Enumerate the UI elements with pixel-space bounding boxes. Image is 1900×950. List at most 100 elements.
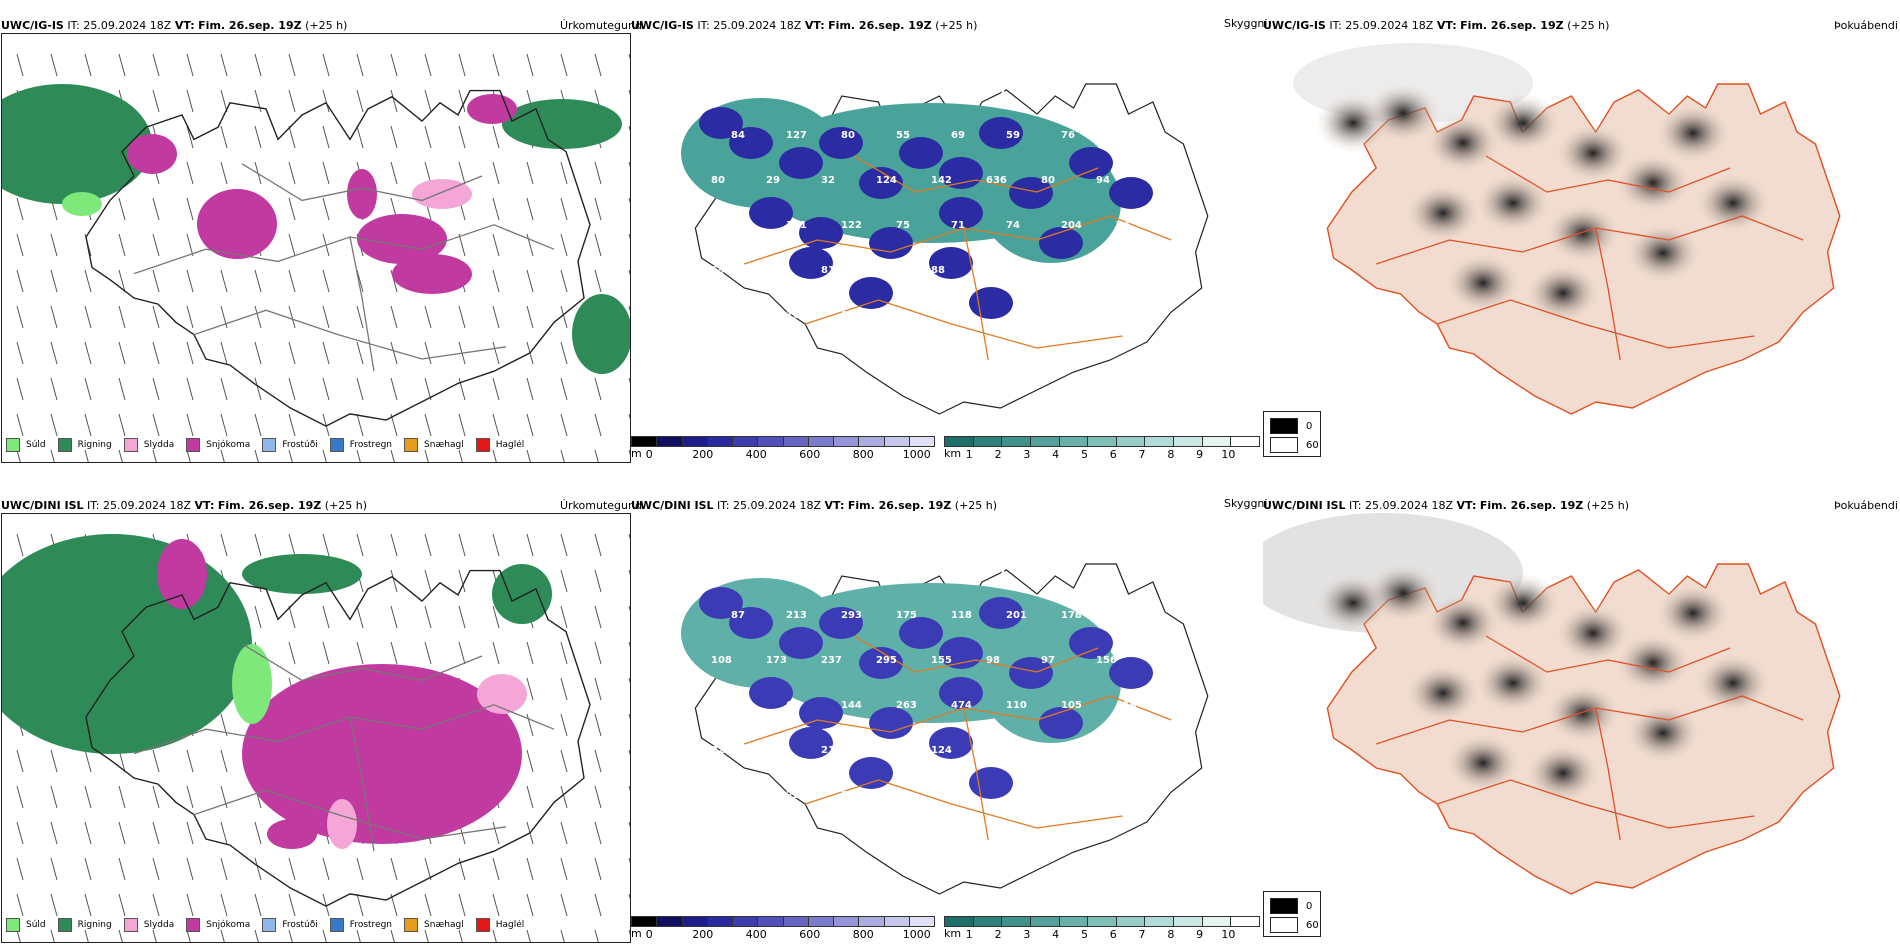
row2-precip-header: UWC/DINI ISL IT: 25.09.2024 18Z VT: Fim.…: [1, 499, 368, 512]
wind-barb: [186, 341, 194, 365]
ceiling-value-label: 75: [896, 220, 910, 231]
wind-barb: [152, 821, 160, 845]
wind-barb: [560, 341, 568, 365]
fog-index-cell: [1555, 123, 1631, 183]
wind-barb: [186, 857, 194, 881]
ceiling-value-label: 87: [711, 565, 725, 576]
wind-barb: [220, 413, 228, 437]
wind-barb: [288, 89, 296, 113]
legend-item-6: Snæhagl: [404, 918, 464, 932]
row2-cloud-map[interactable]: 87 84 79 156 77 107 183 93 87 213 293 175 118 201 178 1…: [631, 513, 1259, 913]
wind-barb: [628, 413, 630, 420]
wind-barb: [526, 449, 531, 462]
wind-barb: [16, 893, 24, 917]
row1-precip-map[interactable]: [1, 33, 631, 463]
wind-barb: [458, 569, 466, 593]
wind-barb: [560, 857, 568, 881]
ceiling-value-label: 263: [896, 700, 917, 711]
fog-index-cell: [1475, 653, 1551, 713]
wind-barb: [118, 269, 126, 293]
ceiling-bin-3: [707, 437, 733, 446]
wind-barb: [322, 341, 330, 365]
wind-barb: [492, 533, 500, 557]
wind-barb: [152, 53, 160, 77]
wind-barb: [526, 857, 534, 881]
wind-barb: [152, 233, 160, 257]
fog-index-cell: [1695, 173, 1771, 233]
wind-barb: [424, 53, 432, 77]
row1-fog-header: UWC/IG-IS IT: 25.09.2024 18Z VT: Fim. 26…: [1263, 19, 1610, 32]
ceiling-cell: [1069, 627, 1113, 659]
ceiling-cell: [749, 677, 793, 709]
snow-area: [127, 134, 177, 174]
wind-barb: [16, 53, 24, 77]
row1-precip-header: UWC/IG-IS IT: 25.09.2024 18Z VT: Fim. 26…: [1, 19, 348, 32]
wind-barb: [186, 821, 194, 845]
wind-barb: [356, 305, 364, 329]
road-line: [349, 716, 375, 852]
fog-index-cell: [1545, 683, 1621, 743]
wind-barb: [254, 341, 262, 365]
fog-index-cell: [1655, 103, 1731, 163]
ceiling-bin-9: [859, 917, 885, 926]
wind-barb: [492, 269, 500, 293]
wind-barb: [594, 857, 602, 881]
wind-barb: [526, 749, 534, 773]
wind-barb: [356, 533, 364, 557]
ceiling-cell: [899, 137, 943, 169]
wind-barb: [458, 161, 466, 185]
ceiling-value-label: 214: [821, 745, 842, 756]
road-line: [241, 643, 483, 682]
ceiling-value-label: 201: [1006, 610, 1027, 621]
wind-barb: [594, 161, 602, 185]
row1-cloud-header: UWC/IG-IS IT: 25.09.2024 18Z VT: Fim. 26…: [631, 19, 978, 32]
row2-fog-map[interactable]: [1263, 513, 1891, 913]
ceiling-bin-7: [808, 917, 834, 926]
ceiling-tick-label: 1000: [902, 928, 931, 941]
wind-barb: [492, 449, 497, 462]
wind-barb: [560, 749, 568, 773]
ceiling-bin-6: [783, 917, 809, 926]
wind-barb: [560, 821, 568, 845]
row1-fog-map[interactable]: [1263, 33, 1891, 433]
fog-max-swatch: [1270, 917, 1298, 933]
ceiling-tick-label: 600: [799, 928, 821, 941]
ceiling-cell: [1069, 147, 1113, 179]
wind-barb: [424, 125, 432, 149]
fog-index-cell: [1525, 743, 1601, 803]
wind-barb: [254, 305, 262, 329]
visibility-tick-label: 8: [1167, 928, 1175, 941]
legend-label: Snæhagl: [424, 440, 464, 450]
wind-barb: [322, 641, 330, 665]
wind-barb: [84, 821, 92, 845]
visibility-bin-2: [1002, 917, 1031, 926]
snow-area: [467, 94, 517, 124]
fog-index-cell: [1625, 703, 1701, 763]
wind-barb: [628, 53, 630, 60]
wind-barb: [628, 821, 630, 828]
wind-barb: [560, 233, 568, 257]
ceiling-tick-label: 400: [745, 928, 767, 941]
row2-precip-map[interactable]: [1, 513, 631, 943]
wind-barb: [16, 377, 24, 401]
sleet-area: [477, 674, 527, 714]
row1-cloud-map[interactable]: 72 89 75 57 118 107 133 80 84 127 80 55 69 59 76 93 80 29…: [631, 33, 1259, 433]
legend-swatch: [6, 918, 20, 932]
wind-barb: [424, 641, 432, 665]
wind-barb: [220, 449, 225, 462]
wind-barb: [50, 449, 55, 462]
wind-barb: [220, 125, 228, 149]
wind-barb: [458, 125, 466, 149]
wind-barb: [186, 377, 194, 401]
wind-barb: [458, 305, 466, 329]
ceiling-bin-5: [758, 917, 784, 926]
wind-barb: [84, 857, 92, 881]
wind-barb: [186, 269, 194, 293]
wind-barb: [220, 533, 228, 557]
wind-barb: [322, 89, 330, 113]
ceiling-value-label: 156: [876, 565, 897, 576]
wind-barb: [186, 929, 191, 942]
wind-barb: [424, 89, 432, 113]
fog-min-swatch: [1270, 898, 1298, 914]
wind-barb: [628, 749, 630, 756]
